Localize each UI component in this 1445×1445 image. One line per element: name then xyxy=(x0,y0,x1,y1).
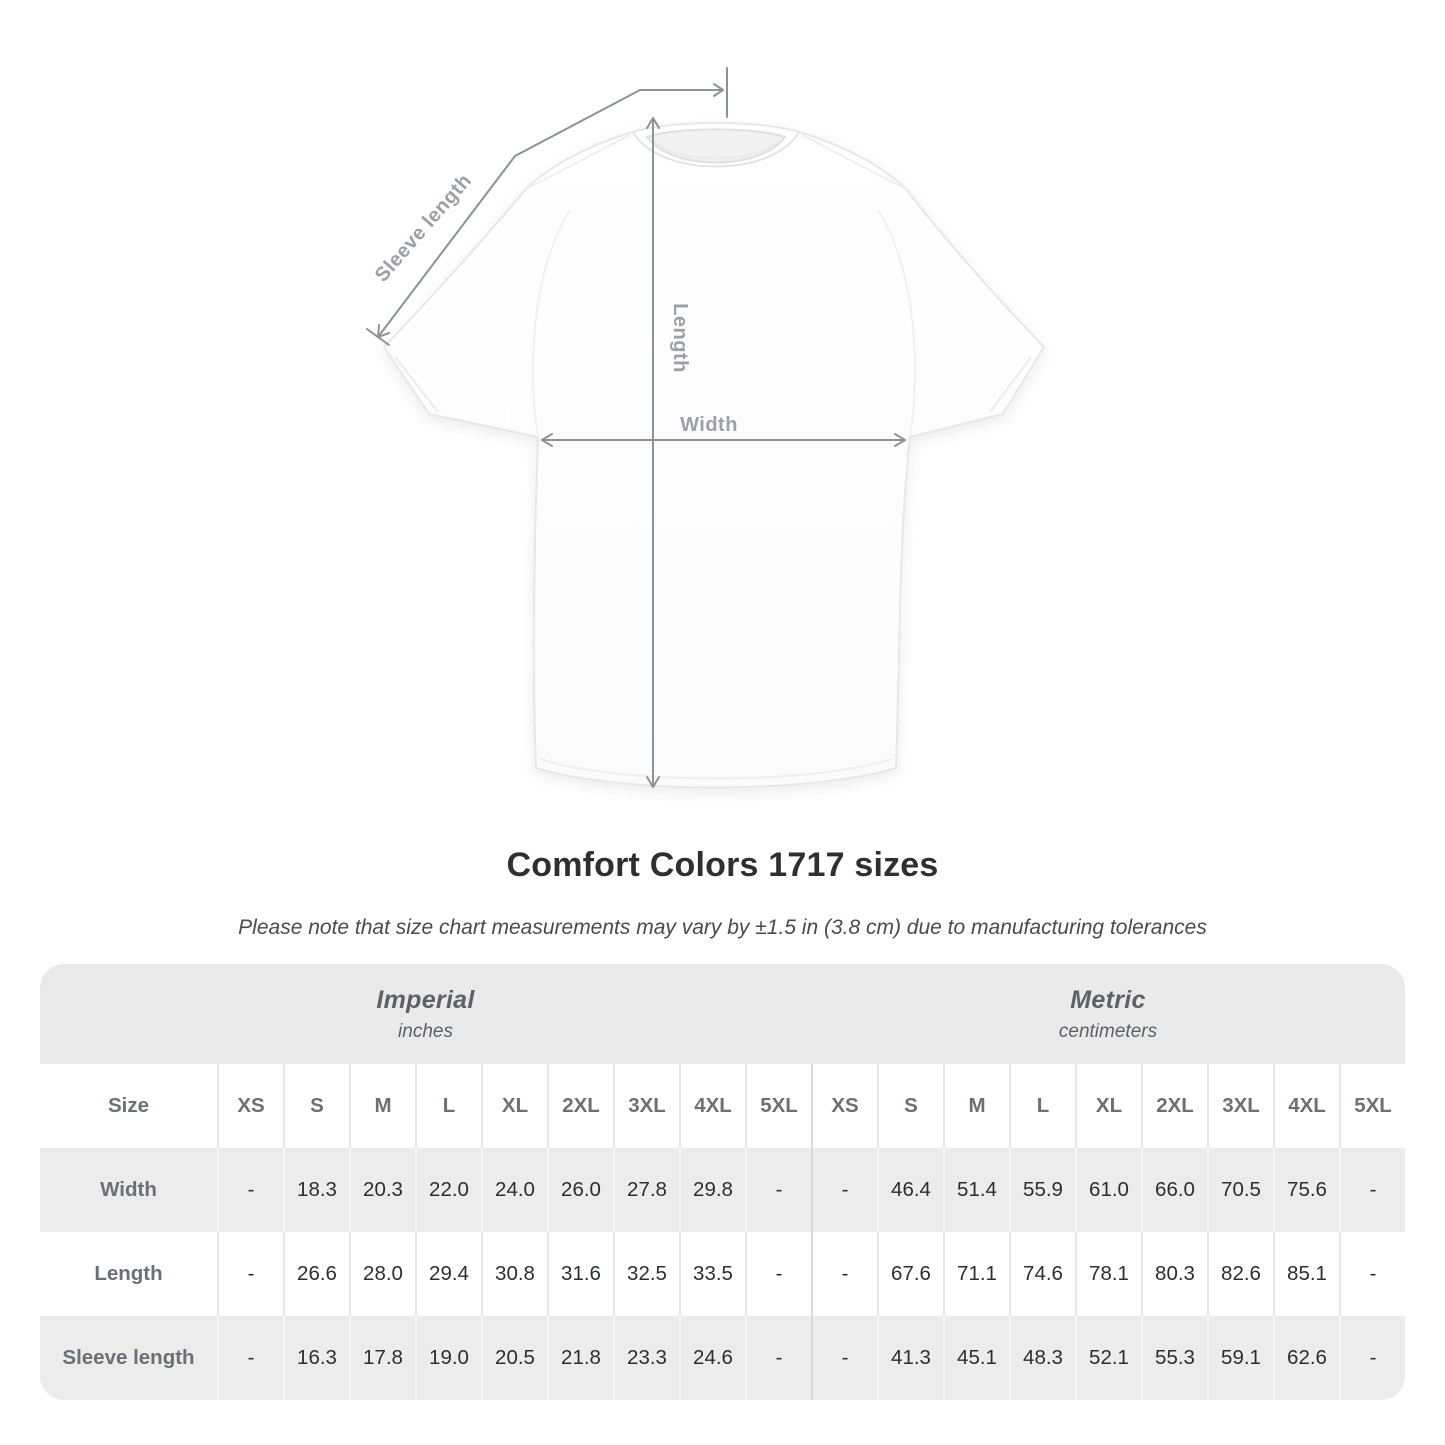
cell-value-imperial: 16.3 xyxy=(283,1316,349,1400)
cell-value-metric: 85.1 xyxy=(1273,1232,1339,1316)
cell-value-imperial: 24.6 xyxy=(679,1316,745,1400)
cell-value-imperial: 28.0 xyxy=(349,1232,415,1316)
page-title: Comfort Colors 1717 sizes xyxy=(506,846,939,884)
cell-value-metric: 52.1 xyxy=(1075,1316,1141,1400)
size-header-imperial-2xl: 2XL xyxy=(547,1064,613,1148)
cell-value-metric: 66.0 xyxy=(1141,1148,1207,1232)
cell-value-metric: 61.0 xyxy=(1075,1148,1141,1232)
cell-value-imperial: 20.3 xyxy=(349,1148,415,1232)
cell-value-imperial: 29.8 xyxy=(679,1148,745,1232)
cell-value-metric: - xyxy=(1339,1316,1405,1400)
unit-group-imperial: Imperial inches xyxy=(40,964,811,1064)
cell-value-imperial: 19.0 xyxy=(415,1316,481,1400)
width-label: Width xyxy=(680,414,738,436)
cell-value-metric: 55.3 xyxy=(1141,1316,1207,1400)
cell-value-metric: 45.1 xyxy=(943,1316,1009,1400)
size-header-imperial-xl: XL xyxy=(481,1064,547,1148)
cell-value-imperial: 24.0 xyxy=(481,1148,547,1232)
tshirt-measurement-diagram: Sleeve length Length Width xyxy=(366,67,1045,789)
row-label: Width xyxy=(40,1148,217,1232)
cell-value-imperial: - xyxy=(745,1148,811,1232)
cell-value-metric: 78.1 xyxy=(1075,1232,1141,1316)
cell-value-metric: 55.9 xyxy=(1009,1148,1075,1232)
cell-value-metric: 62.6 xyxy=(1273,1316,1339,1400)
cell-value-imperial: 31.6 xyxy=(547,1232,613,1316)
size-header-imperial-4xl: 4XL xyxy=(679,1064,745,1148)
unit-group-metric: Metric centimeters xyxy=(811,964,1405,1064)
cell-value-metric: 41.3 xyxy=(877,1316,943,1400)
size-header-metric-m: M xyxy=(943,1064,1009,1148)
size-chart-table: Imperial inches Metric centimeters Size X… xyxy=(40,964,1405,1400)
length-label: Length xyxy=(669,303,691,373)
cell-value-metric: 80.3 xyxy=(1141,1232,1207,1316)
size-header-imperial-m: M xyxy=(349,1064,415,1148)
unit-group-name: Metric xyxy=(1070,985,1146,1014)
size-header-metric-3xl: 3XL xyxy=(1207,1064,1273,1148)
row-label: Sleeve length xyxy=(40,1316,217,1400)
cell-value-imperial: 23.3 xyxy=(613,1316,679,1400)
row-label: Length xyxy=(40,1232,217,1316)
size-header-metric-xl: XL xyxy=(1075,1064,1141,1148)
cell-value-metric: 74.6 xyxy=(1009,1232,1075,1316)
size-header-metric-5xl: 5XL xyxy=(1339,1064,1405,1148)
cell-value-imperial: 21.8 xyxy=(547,1316,613,1400)
size-header-imperial-3xl: 3XL xyxy=(613,1064,679,1148)
cell-value-metric: 48.3 xyxy=(1009,1316,1075,1400)
cell-value-imperial: 33.5 xyxy=(679,1232,745,1316)
size-header-imperial-l: L xyxy=(415,1064,481,1148)
unit-groups-band: Imperial inches Metric centimeters xyxy=(40,964,1405,1064)
dimension-arrows xyxy=(366,67,906,788)
cell-value-imperial: - xyxy=(217,1232,283,1316)
size-header-metric-2xl: 2XL xyxy=(1141,1064,1207,1148)
cell-value-metric: 70.5 xyxy=(1207,1148,1273,1232)
cell-value-imperial: 17.8 xyxy=(349,1316,415,1400)
cell-value-imperial: 26.0 xyxy=(547,1148,613,1232)
size-header-metric-xs: XS xyxy=(811,1064,877,1148)
size-column-header: Size xyxy=(40,1064,217,1148)
cell-value-metric: 59.1 xyxy=(1207,1316,1273,1400)
cell-value-imperial: 30.8 xyxy=(481,1232,547,1316)
cell-value-metric: - xyxy=(811,1148,877,1232)
sleeve-length-line xyxy=(377,89,724,338)
cell-value-metric: - xyxy=(811,1316,877,1400)
cell-value-imperial: 18.3 xyxy=(283,1148,349,1232)
unit-group-unit: centimeters xyxy=(1058,1020,1158,1042)
unit-group-name: Imperial xyxy=(376,985,475,1014)
cell-value-imperial: 27.8 xyxy=(613,1148,679,1232)
cell-value-imperial: - xyxy=(745,1232,811,1316)
cell-value-metric: - xyxy=(811,1232,877,1316)
unit-group-unit: inches xyxy=(398,1020,453,1042)
cell-value-imperial: 29.4 xyxy=(415,1232,481,1316)
cell-value-imperial: 32.5 xyxy=(613,1232,679,1316)
cell-value-metric: 71.1 xyxy=(943,1232,1009,1316)
tolerance-note: Please note that size chart measurements… xyxy=(238,916,1207,939)
cell-value-imperial: - xyxy=(217,1316,283,1400)
size-header-imperial-xs: XS xyxy=(217,1064,283,1148)
cell-value-imperial: - xyxy=(217,1148,283,1232)
size-header-imperial-5xl: 5XL xyxy=(745,1064,811,1148)
cell-value-metric: 46.4 xyxy=(877,1148,943,1232)
size-header-imperial-s: S xyxy=(283,1064,349,1148)
cell-value-imperial: - xyxy=(745,1316,811,1400)
size-header-metric-l: L xyxy=(1009,1064,1075,1148)
cell-value-imperial: 22.0 xyxy=(415,1148,481,1232)
tshirt-illustration xyxy=(383,122,1045,789)
size-header-metric-s: S xyxy=(877,1064,943,1148)
size-header-metric-4xl: 4XL xyxy=(1273,1064,1339,1148)
cell-value-imperial: 20.5 xyxy=(481,1316,547,1400)
cell-value-metric: 75.6 xyxy=(1273,1148,1339,1232)
measurements-grid: Size XS S M L XL 2XL 3XL 4XL 5XL XS S M L XL 2XL 3XL 4XL 5… xyxy=(40,1064,1405,1400)
cell-value-metric: 82.6 xyxy=(1207,1232,1273,1316)
cell-value-imperial: 26.6 xyxy=(283,1232,349,1316)
cell-value-metric: 51.4 xyxy=(943,1148,1009,1232)
cell-value-metric: - xyxy=(1339,1148,1405,1232)
cell-value-metric: 67.6 xyxy=(877,1232,943,1316)
cell-value-metric: - xyxy=(1339,1232,1405,1316)
